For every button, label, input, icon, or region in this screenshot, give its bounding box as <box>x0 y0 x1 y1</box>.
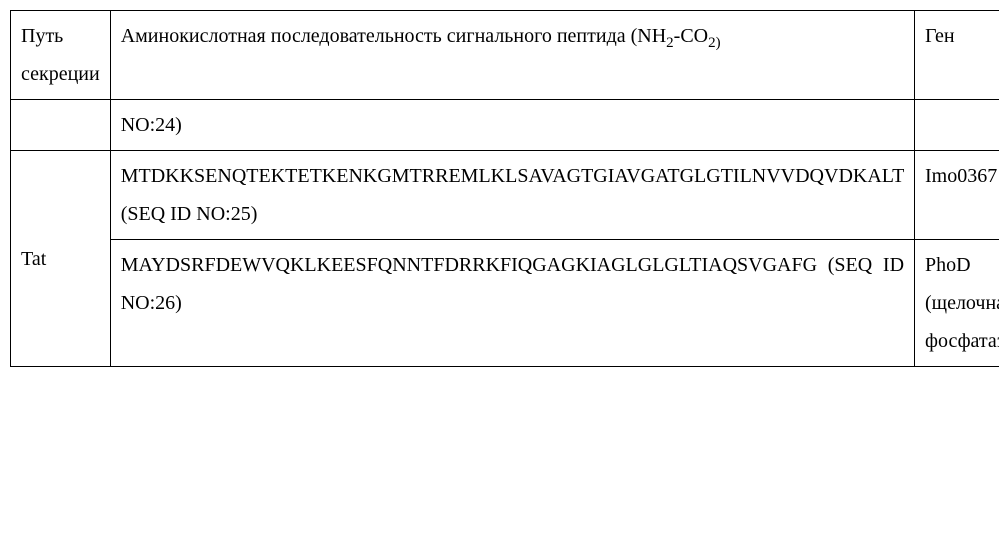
cell-pathway-continuation <box>11 100 111 151</box>
cell-gene-tat1: Imo0367 <box>915 151 999 240</box>
header-gene: Ген <box>915 11 999 100</box>
header-sequence: Аминокислотная последовательность сигнал… <box>110 11 914 100</box>
table-row-continuation: NO:24) <box>11 100 999 151</box>
cell-sequence-tat1: MTDKKSENQTEKTETKENKGMTRREMLKLSAVAGTGIAVG… <box>110 151 914 240</box>
cell-sequence-continuation: NO:24) <box>110 100 914 151</box>
cell-pathway-tat: Tat <box>11 151 111 367</box>
cell-gene-tat2: PhoD (щелочная фосфатаза) <box>915 240 999 367</box>
header-pathway: Путь секреции <box>11 11 111 100</box>
signal-peptide-table: Путь секреции Аминокислотная последовате… <box>10 10 999 367</box>
cell-sequence-tat2: MAYDSRFDEWVQKLKEESFQNNTFDRRKFIQGAGKIAGLG… <box>110 240 914 367</box>
cell-gene-continuation <box>915 100 999 151</box>
table-row-tat-2: MAYDSRFDEWVQKLKEESFQNNTFDRRKFIQGAGKIAGLG… <box>11 240 999 367</box>
table-header-row: Путь секреции Аминокислотная последовате… <box>11 11 999 100</box>
table-row-tat-1: Tat MTDKKSENQTEKTETKENKGMTRREMLKLSAVAGTG… <box>11 151 999 240</box>
